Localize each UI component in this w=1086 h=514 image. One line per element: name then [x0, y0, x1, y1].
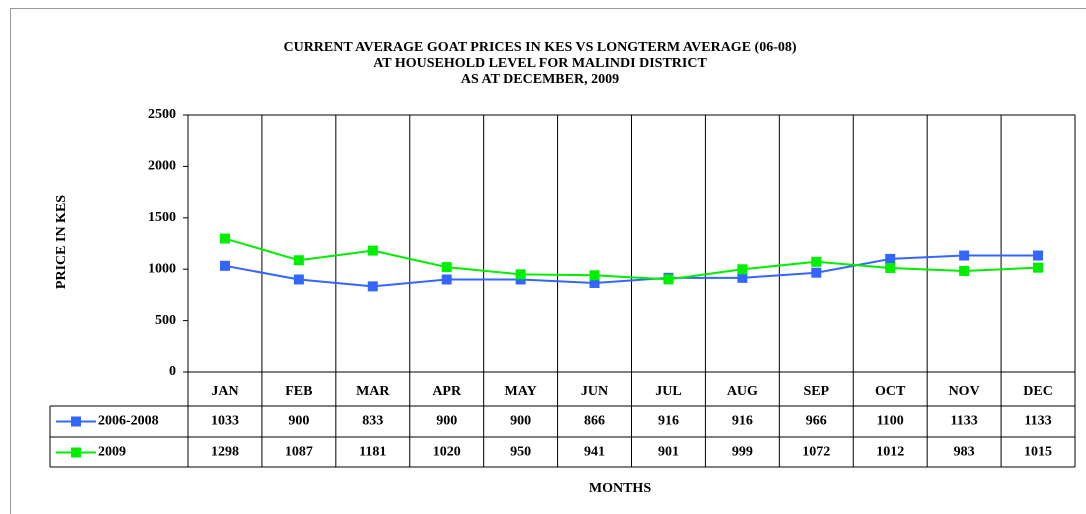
- table-value: 900: [510, 414, 531, 429]
- table-value: 966: [806, 414, 827, 429]
- x-axis-label: MONTHS: [589, 481, 651, 496]
- table-value: 999: [732, 445, 753, 460]
- point-marker: [737, 264, 748, 275]
- x-tick-label: JUN: [581, 384, 608, 399]
- point-marker: [219, 233, 230, 244]
- y-tick-label: 2500: [148, 107, 176, 122]
- chart-title: AT HOUSEHOLD LEVEL FOR MALINDI DISTRICT: [373, 56, 707, 71]
- x-tick-label: SEP: [803, 384, 829, 399]
- y-tick-label: 2000: [148, 159, 176, 174]
- table-value: 1181: [359, 445, 386, 460]
- table-value: 1020: [433, 445, 461, 460]
- y-tick-label: 0: [169, 364, 176, 379]
- table-value: 916: [732, 414, 753, 429]
- y-axis-label: PRICE IN KES: [54, 195, 69, 289]
- table-value: 866: [584, 414, 605, 429]
- point-marker: [441, 262, 452, 273]
- point-marker: [1033, 250, 1044, 261]
- table-value: 916: [658, 414, 679, 429]
- x-tick-label: FEB: [285, 384, 312, 399]
- table-value: 983: [954, 445, 975, 460]
- x-tick-label: MAR: [356, 384, 390, 399]
- point-marker: [885, 262, 896, 273]
- table-value: 833: [362, 414, 383, 429]
- point-marker: [811, 256, 822, 267]
- x-tick-label: NOV: [949, 384, 980, 399]
- legend-marker: [71, 416, 81, 427]
- table-value: 1015: [1024, 445, 1052, 460]
- chart-title: AS AT DECEMBER, 2009: [461, 72, 619, 87]
- point-marker: [959, 265, 970, 276]
- point-marker: [959, 250, 970, 261]
- series-line: [224, 254, 1039, 288]
- point-marker: [367, 281, 378, 292]
- table-value: 1033: [211, 414, 239, 429]
- table-value: 1100: [877, 414, 904, 429]
- table-value: 950: [510, 445, 531, 460]
- y-tick-label: 1000: [148, 261, 176, 276]
- point-marker: [441, 274, 452, 285]
- point-marker: [589, 277, 600, 288]
- point-marker: [219, 260, 230, 271]
- legend-marker: [71, 447, 81, 458]
- x-tick-label: OCT: [875, 384, 906, 399]
- chart-title: CURRENT AVERAGE GOAT PRICES IN KES VS LO…: [283, 40, 796, 55]
- x-tick-label: MAY: [505, 384, 537, 399]
- table-value: 1012: [876, 445, 904, 460]
- point-marker: [515, 274, 526, 285]
- table-value: 941: [584, 445, 605, 460]
- table-value: 1133: [1024, 414, 1051, 429]
- x-tick-label: AUG: [727, 384, 758, 399]
- point-marker: [885, 253, 896, 264]
- legend-label: 2009: [98, 445, 126, 460]
- point-marker: [293, 255, 304, 266]
- point-marker: [663, 274, 674, 285]
- table-value: 1133: [951, 414, 978, 429]
- table-value: 1087: [285, 445, 313, 460]
- y-tick-label: 1500: [148, 210, 176, 225]
- x-tick-label: JUL: [655, 384, 681, 399]
- series-line: [224, 237, 1039, 281]
- y-tick-label: 500: [155, 313, 176, 328]
- point-marker: [293, 274, 304, 285]
- x-tick-label: DEC: [1023, 384, 1053, 399]
- legend-label: 2006-2008: [98, 414, 159, 429]
- point-marker: [811, 267, 822, 278]
- table-value: 901: [658, 445, 679, 460]
- point-marker: [367, 245, 378, 256]
- table-value: 1298: [211, 445, 239, 460]
- point-marker: [589, 270, 600, 281]
- table-value: 900: [436, 414, 457, 429]
- point-marker: [737, 272, 748, 283]
- table-value: 900: [288, 414, 309, 429]
- point-marker: [1033, 262, 1044, 273]
- x-tick-label: JAN: [211, 384, 238, 399]
- table-value: 1072: [802, 445, 830, 460]
- point-marker: [515, 269, 526, 280]
- x-tick-label: APR: [432, 384, 462, 399]
